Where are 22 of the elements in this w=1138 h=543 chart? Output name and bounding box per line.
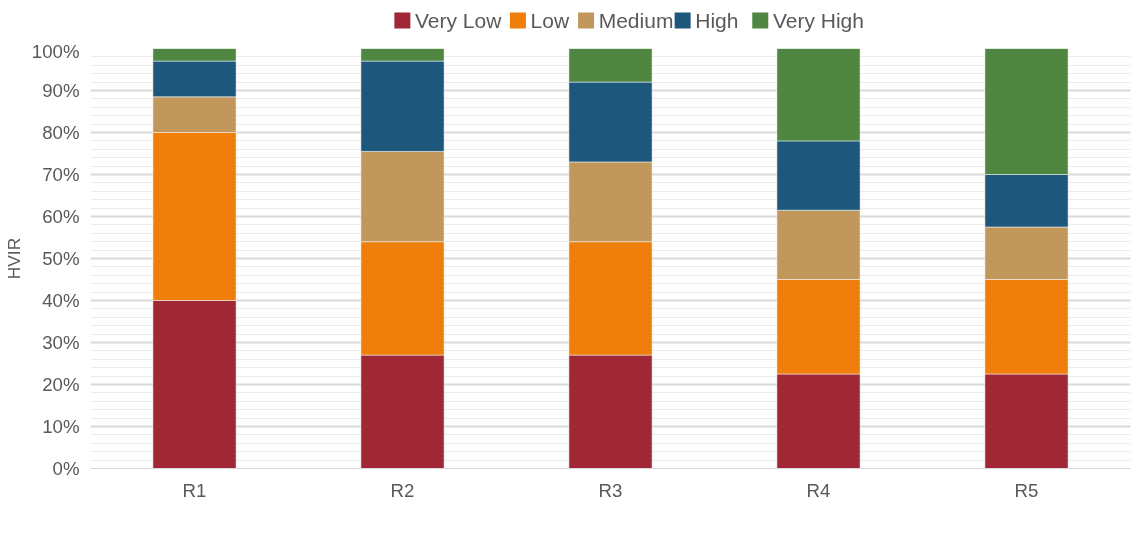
y-tick-label: 20% — [42, 374, 80, 395]
y-tick-label: 30% — [42, 332, 80, 353]
legend-label: Very Low — [415, 9, 503, 32]
x-tick-label: R2 — [390, 479, 415, 501]
y-tick-label: 0% — [52, 458, 80, 479]
x-tick-label: R1 — [182, 479, 207, 501]
legend-label: Medium — [598, 9, 674, 32]
y-axis-title: HVIR — [3, 237, 24, 280]
x-tick-label: R4 — [806, 479, 831, 501]
x-tick-label: R5 — [1014, 479, 1039, 501]
y-tick-label: 80% — [42, 122, 80, 143]
legend-label: Low — [530, 9, 570, 32]
y-tick-label: 40% — [42, 290, 80, 311]
legend-label: Very High — [772, 9, 864, 32]
y-tick-label: 10% — [42, 416, 80, 437]
y-tick-label: 50% — [42, 248, 80, 269]
x-tick-label: R3 — [598, 479, 623, 501]
y-tick-label: 70% — [42, 164, 80, 185]
y-tick-label: 100% — [31, 40, 80, 62]
y-tick-label: 60% — [42, 206, 80, 227]
y-tick-label: 90% — [42, 80, 80, 101]
legend-label: High — [695, 9, 739, 32]
